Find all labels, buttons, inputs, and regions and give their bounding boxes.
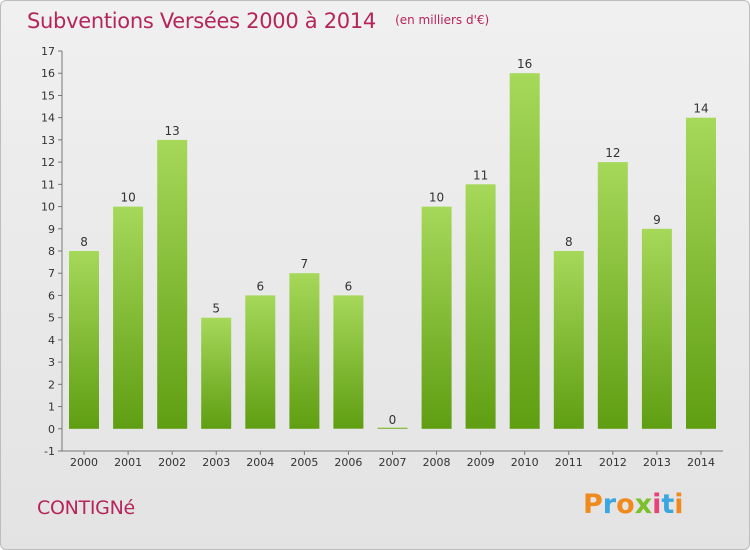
x-tick-label-2000: 2000: [70, 456, 98, 469]
bar-2003: [201, 317, 232, 429]
logo-letter: i: [674, 489, 684, 520]
y-tick-label: 6: [48, 289, 55, 302]
x-tick-label-2009: 2009: [467, 456, 495, 469]
x-tick-label-2005: 2005: [290, 456, 318, 469]
y-tick-label: -1: [44, 445, 55, 458]
value-labels: 8 10 13 5 6 7 6 0 10 11 16 8 12 9 14: [80, 57, 708, 427]
y-tick-label: 2: [48, 378, 55, 391]
value-label-2002: 13: [165, 124, 180, 138]
y-tick-label: 3: [48, 356, 55, 369]
bar-2001: [113, 206, 144, 429]
bar-2004: [245, 295, 276, 429]
chart-subtitle: (en milliers d'€): [395, 13, 490, 27]
value-label-2000: 8: [80, 235, 88, 249]
x-tick-label-2001: 2001: [114, 456, 142, 469]
x-tick-label-2002: 2002: [158, 456, 186, 469]
bar-2009: [465, 184, 496, 429]
bar-2011: [553, 251, 584, 429]
value-label-2009: 11: [473, 168, 488, 182]
value-label-2012: 12: [605, 146, 620, 160]
value-label-2010: 16: [517, 57, 532, 71]
value-label-2005: 7: [301, 257, 309, 271]
bar-2010: [509, 73, 540, 429]
bar-2002: [157, 139, 188, 429]
bar-2006: [333, 295, 364, 429]
y-tick-label: 7: [48, 267, 55, 280]
value-label-2013: 9: [653, 213, 661, 227]
x-tick-label-2011: 2011: [555, 456, 583, 469]
value-label-2001: 10: [120, 191, 135, 205]
y-tick-label: 0: [48, 423, 55, 436]
logo-letter: r: [602, 489, 617, 520]
x-tick-label-2008: 2008: [423, 456, 451, 469]
y-tick-label: 15: [41, 89, 55, 102]
y-tick-label: 8: [48, 245, 55, 258]
logo-letter: t: [661, 489, 675, 520]
x-tick-label-2003: 2003: [202, 456, 230, 469]
commune-name: CONTIGNé: [37, 497, 135, 519]
logo-letter: o: [616, 489, 635, 520]
bar-2012: [597, 162, 628, 429]
title-block: Subventions Versées 2000 à 2014 (en mill…: [27, 9, 489, 33]
y-tick-label: 9: [48, 223, 55, 236]
bar-2000: [69, 251, 99, 429]
bar-2005: [289, 273, 320, 429]
y-tick-label: 17: [41, 45, 55, 58]
bar-2008: [421, 206, 452, 429]
y-tick-label: 10: [41, 201, 55, 214]
y-tick-label: 1: [48, 401, 55, 414]
value-label-2003: 5: [212, 302, 220, 316]
y-tick-label: 12: [41, 156, 55, 169]
bar-2014: [686, 117, 716, 429]
x-tick-label-2012: 2012: [599, 456, 627, 469]
value-label-2011: 8: [565, 235, 573, 249]
value-label-2008: 10: [429, 191, 444, 205]
proxiti-logo[interactable]: Proxiti: [583, 489, 684, 520]
logo-letter: i: [652, 489, 662, 520]
value-label-2006: 6: [345, 279, 353, 293]
value-label-2004: 6: [256, 279, 264, 293]
y-tick-label: 5: [48, 312, 55, 325]
x-tick-label-2010: 2010: [511, 456, 539, 469]
y-tick-label: 11: [41, 178, 55, 191]
x-tick-label-2007: 2007: [379, 456, 407, 469]
value-label-2014: 14: [693, 102, 708, 116]
value-label-2007: 0: [389, 413, 397, 427]
x-tick-label-2006: 2006: [334, 456, 362, 469]
chart-title: Subventions Versées 2000 à 2014: [27, 9, 376, 33]
y-tick-label: 13: [41, 134, 55, 147]
bars: [69, 73, 716, 429]
bar-2013: [641, 228, 672, 429]
y-tick-label: 14: [41, 112, 55, 125]
logo-letter: P: [583, 489, 603, 520]
x-tick-label-2014: 2014: [687, 456, 715, 469]
bar-2007: [377, 427, 408, 429]
x-tick-label-2013: 2013: [643, 456, 671, 469]
logo-letter: x: [634, 489, 653, 520]
x-tick-label-2004: 2004: [246, 456, 274, 469]
y-tick-label: 16: [41, 67, 55, 80]
y-tick-label: 4: [48, 334, 55, 347]
